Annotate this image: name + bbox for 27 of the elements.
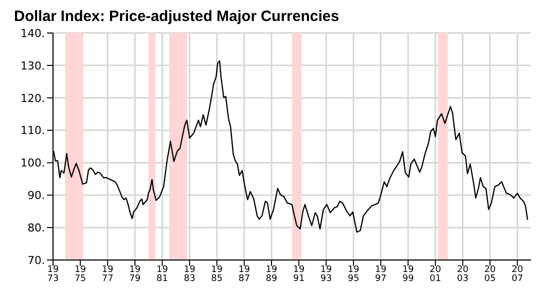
y-tick-label: 140. xyxy=(20,26,45,40)
x-tick-label: 19 93 xyxy=(320,265,332,284)
y-tick-label: 110. xyxy=(20,124,45,138)
x-tick-label: 19 99 xyxy=(402,265,414,284)
x-tick-label: 20 01 xyxy=(430,265,442,284)
x-tick-label: 19 83 xyxy=(184,265,196,284)
chart-title: Dollar Index: Price-adjusted Major Currencies xyxy=(13,8,340,26)
y-tick-label: 100. xyxy=(20,156,45,170)
y-tick-label: 80. xyxy=(28,221,45,234)
y-tick-label: 70. xyxy=(28,254,45,267)
x-tick-label: 20 07 xyxy=(512,265,524,284)
x-tick-label: 19 87 xyxy=(238,265,250,284)
x-tick-label: 19 77 xyxy=(102,265,114,284)
y-tick-label: 120. xyxy=(20,92,45,105)
x-tick-label: 19 97 xyxy=(375,265,387,284)
x-tick-label: 19 91 xyxy=(293,265,305,284)
x-tick-label: 19 95 xyxy=(348,265,360,284)
x-tick-label: 19 81 xyxy=(156,265,168,284)
y-tick-label: 90. xyxy=(28,189,45,202)
y-tick-label: 130. xyxy=(20,59,45,72)
x-tick-label: 19 85 xyxy=(211,265,223,284)
x-tick-label: 19 73 xyxy=(47,265,59,284)
x-tick-label: 19 75 xyxy=(74,265,86,284)
x-tick-label: 19 79 xyxy=(129,265,141,284)
x-tick-label: 19 89 xyxy=(266,265,278,284)
x-tick-label: 20 05 xyxy=(484,265,496,284)
x-tick-label: 20 03 xyxy=(456,265,469,284)
